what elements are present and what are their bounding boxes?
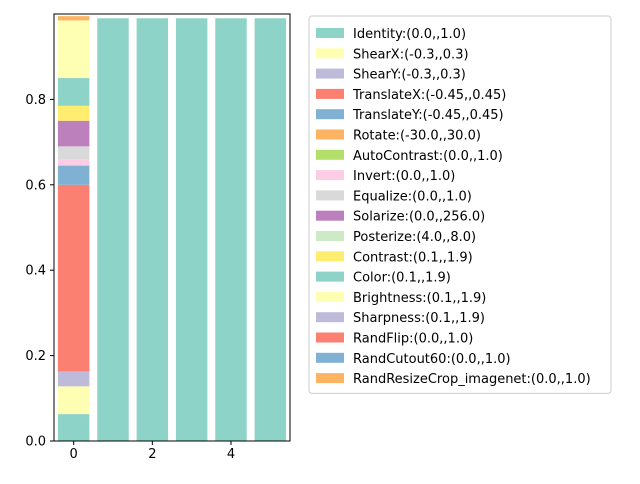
legend-swatch (316, 373, 344, 384)
legend-label: Invert:(0.0,,1.0) (353, 169, 455, 184)
legend-swatch (316, 271, 344, 282)
legend-label: TranslateX:(-0.45,,0.45) (352, 88, 506, 103)
legend-label: Solarize:(0.0,,256.0) (353, 210, 485, 225)
legend-label: ShearY:(-0.3,,0.3) (353, 68, 466, 83)
y-tick-label: 0.8 (25, 93, 46, 108)
bars-layer (57, 16, 287, 442)
legend-swatch (316, 170, 344, 181)
legend-swatch (316, 68, 344, 79)
y-tick-label: 0.4 (25, 264, 46, 279)
x-tick-label: 2 (148, 447, 156, 462)
legend-swatch (316, 352, 344, 363)
bar-segment (57, 16, 90, 21)
legend-swatch (316, 251, 344, 262)
bar-segment (97, 18, 129, 442)
plot-frame (53, 13, 291, 442)
legend-swatch (316, 231, 344, 241)
legend-label: Equalize:(0.0,,1.0) (353, 189, 472, 204)
legend-swatch (316, 129, 344, 140)
legend-swatch (316, 149, 344, 160)
bar-segment (254, 18, 287, 442)
legend-label: Color:(0.1,,1.9) (353, 271, 451, 286)
bar-segment (136, 18, 169, 442)
legend-swatch (316, 291, 344, 302)
legend-label: Sharpness:(0.1,,1.9) (353, 311, 485, 326)
legend-label: Brightness:(0.1,,1.9) (353, 291, 486, 306)
legend-label: AutoContrast:(0.0,,1.0) (353, 149, 503, 164)
bar-segment (57, 78, 90, 106)
legend-label: Contrast:(0.1,,1.9) (353, 250, 473, 265)
legend-box (308, 15, 612, 394)
bar-segment (57, 165, 90, 185)
bar-segment (57, 120, 90, 147)
legend-swatch (316, 28, 344, 38)
legend-swatch (316, 332, 344, 343)
bar-segment (57, 105, 90, 121)
legend-swatch (316, 190, 344, 201)
bar-segment (57, 146, 90, 160)
legend-label: Rotate:(-30.0,,30.0) (353, 129, 481, 144)
legend-swatch (316, 210, 344, 221)
x-tick-label: 4 (227, 447, 235, 462)
bar-segment (215, 18, 247, 442)
y-axis: 0.0 0.2 0.4 0.6 0.8 (25, 93, 54, 450)
bar-segment (175, 18, 208, 442)
legend-label: RandCutout60:(0.0,,1.0) (353, 352, 511, 367)
bar-segment (57, 414, 90, 441)
y-tick-label: 0.2 (25, 349, 46, 364)
y-tick-label: 0.6 (25, 178, 46, 193)
legend-label: Identity:(0.0,,1.0) (353, 27, 466, 42)
legend-label: Posterize:(4.0,,8.0) (353, 230, 476, 245)
legend-swatch (316, 48, 344, 59)
x-axis: 0 2 4 (70, 441, 235, 462)
legend-swatch (316, 312, 344, 323)
y-tick-label: 0.0 (25, 435, 46, 450)
legend-label: RandResizeCrop_imagenet:(0.0,,1.0) (353, 372, 591, 387)
x-tick-label: 0 (70, 447, 78, 462)
bar-segment (57, 184, 90, 372)
legend-swatch (316, 109, 344, 120)
legend: Identity:(0.0,,1.0) ShearX:(-0.3,,0.3) She… (308, 15, 612, 394)
bar-segment (57, 371, 90, 387)
legend-label: ShearX:(-0.3,,0.3) (353, 47, 469, 62)
bar-segment (57, 159, 90, 166)
legend-label: RandFlip:(0.0,,1.0) (353, 332, 473, 347)
bar-segment (57, 386, 90, 415)
legend-swatch (316, 88, 344, 99)
bar-segment (57, 20, 90, 79)
legend-label: TranslateY:(-0.45,,0.45) (352, 108, 504, 123)
